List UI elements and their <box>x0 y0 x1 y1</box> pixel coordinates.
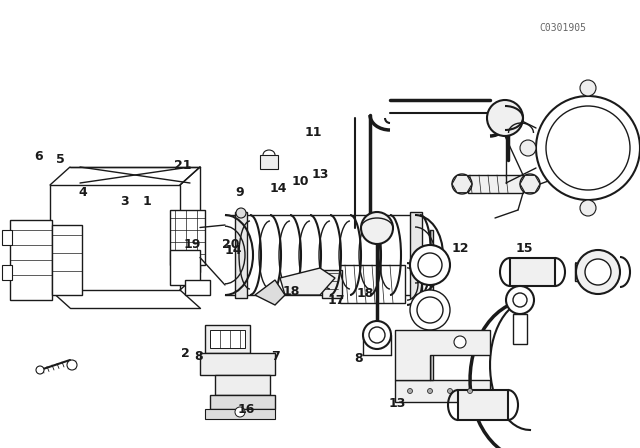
Text: 13: 13 <box>388 396 406 410</box>
Bar <box>170 210 205 265</box>
Bar <box>430 230 433 380</box>
Text: 11: 11 <box>305 125 323 139</box>
Text: 8: 8 <box>194 349 203 363</box>
Text: 8: 8 <box>354 352 363 365</box>
Circle shape <box>585 259 611 285</box>
Circle shape <box>67 360 77 370</box>
Circle shape <box>506 286 534 314</box>
Text: 13: 13 <box>311 168 329 181</box>
Circle shape <box>580 200 596 216</box>
Text: 5: 5 <box>56 152 65 166</box>
Text: 14: 14 <box>269 181 287 195</box>
Text: C0301905: C0301905 <box>540 23 587 33</box>
Bar <box>2 265 12 280</box>
Bar <box>322 270 342 298</box>
Circle shape <box>369 327 385 343</box>
Circle shape <box>467 388 472 393</box>
Text: 4: 4 <box>79 186 88 199</box>
Text: 2: 2 <box>181 347 190 361</box>
Bar <box>210 395 275 409</box>
Bar <box>235 212 247 298</box>
Text: 14: 14 <box>225 244 243 258</box>
Bar <box>2 230 12 245</box>
Bar <box>458 390 508 420</box>
Circle shape <box>428 388 433 393</box>
Bar <box>205 325 250 353</box>
Bar <box>260 155 278 169</box>
Bar <box>510 258 555 286</box>
Text: 20: 20 <box>221 237 239 251</box>
Bar <box>170 250 200 285</box>
Text: 6: 6 <box>34 150 43 164</box>
Circle shape <box>452 174 472 194</box>
Polygon shape <box>395 330 490 380</box>
Polygon shape <box>452 175 472 193</box>
Bar <box>50 185 180 290</box>
Circle shape <box>417 297 443 323</box>
Bar <box>410 212 422 298</box>
Circle shape <box>576 250 620 294</box>
Polygon shape <box>255 280 285 305</box>
Circle shape <box>546 106 630 190</box>
Bar <box>210 330 245 348</box>
Circle shape <box>235 407 245 417</box>
Text: 21: 21 <box>173 159 191 172</box>
Text: 18: 18 <box>282 284 300 298</box>
Text: 1: 1 <box>143 195 152 208</box>
Bar <box>185 280 210 295</box>
Circle shape <box>454 336 466 348</box>
Circle shape <box>418 253 442 277</box>
Circle shape <box>236 208 246 218</box>
Bar <box>200 353 275 375</box>
Text: 12: 12 <box>452 242 470 255</box>
Circle shape <box>361 212 393 244</box>
Bar <box>395 380 490 402</box>
Text: 7: 7 <box>271 349 280 363</box>
Circle shape <box>363 321 391 349</box>
Bar <box>205 409 275 419</box>
Circle shape <box>536 96 640 200</box>
Text: 16: 16 <box>237 403 255 417</box>
Bar <box>10 220 52 300</box>
Text: 19: 19 <box>183 237 201 251</box>
Text: 3: 3 <box>120 195 129 208</box>
Circle shape <box>513 293 527 307</box>
Bar <box>575 263 598 281</box>
Bar <box>498 108 512 128</box>
Polygon shape <box>280 268 335 295</box>
Circle shape <box>520 174 540 194</box>
Circle shape <box>410 245 450 285</box>
Bar <box>215 375 270 395</box>
Circle shape <box>580 80 596 96</box>
Bar <box>468 175 523 193</box>
Bar <box>513 314 527 344</box>
Text: 9: 9 <box>236 186 244 199</box>
Circle shape <box>487 100 523 136</box>
Bar <box>52 225 82 295</box>
Circle shape <box>408 388 413 393</box>
Text: 18: 18 <box>356 287 374 300</box>
Text: 17: 17 <box>327 293 345 307</box>
Bar <box>340 265 405 303</box>
Circle shape <box>520 140 536 156</box>
Circle shape <box>36 366 44 374</box>
Circle shape <box>447 388 452 393</box>
Text: 15: 15 <box>516 242 534 255</box>
Circle shape <box>410 290 450 330</box>
Text: 10: 10 <box>292 175 310 188</box>
Polygon shape <box>520 175 540 193</box>
